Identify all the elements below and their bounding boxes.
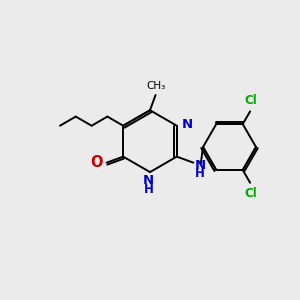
Text: Cl: Cl [244, 187, 257, 200]
Text: Cl: Cl [244, 94, 257, 107]
Text: O: O [91, 155, 103, 170]
Text: H: H [195, 167, 205, 180]
Text: N: N [182, 118, 193, 131]
Text: CH₃: CH₃ [147, 82, 166, 92]
Text: H: H [144, 183, 154, 196]
Text: N: N [143, 174, 154, 187]
Text: N: N [195, 158, 206, 172]
